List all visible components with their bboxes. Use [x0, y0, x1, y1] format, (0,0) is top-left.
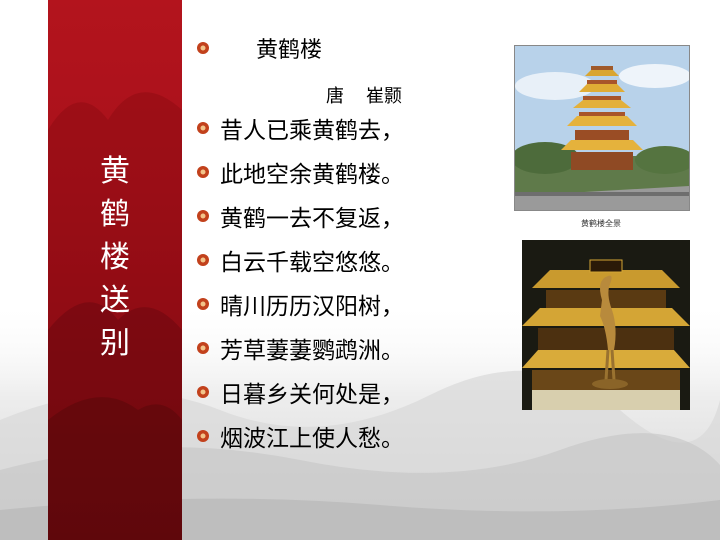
- photo-caption: 黄鹤楼全景: [581, 219, 621, 228]
- yellow-crane-tower-photo: [514, 45, 690, 211]
- vertical-title-char: 别: [100, 326, 130, 361]
- poem-author: 唐 崔颢: [326, 82, 402, 108]
- poem-line-text: 黄鹤一去不复返，: [220, 206, 404, 232]
- poem-line-text: 芳草萋萋鹦鹉洲。: [220, 338, 404, 364]
- poem-title-line: 黄鹤楼: [196, 30, 322, 66]
- flower-bullet-icon: [197, 166, 209, 178]
- vertical-title-char: 鹤: [100, 197, 130, 232]
- poem-line: 晴川历历汉阳树，: [196, 286, 404, 322]
- poem-line: 烟波江上使人愁。: [196, 418, 404, 454]
- poem-line-text: 昔人已乘黄鹤去，: [220, 118, 404, 144]
- red-band-mountain-art: [48, 92, 182, 540]
- poem-line-text: 此地空余黄鹤楼。: [220, 162, 404, 188]
- flower-bullet-icon: [197, 210, 209, 222]
- flower-bullet-icon: [197, 298, 209, 310]
- red-side-band: [48, 0, 182, 540]
- poem-line: 昔人已乘黄鹤去，: [196, 110, 404, 146]
- flower-bullet-icon: [197, 342, 209, 354]
- poem-line: 芳草萋萋鹦鹉洲。: [196, 330, 404, 366]
- vertical-title-char: 送: [100, 283, 130, 318]
- poem-line: 此地空余黄鹤楼。: [196, 154, 404, 190]
- tower-crane-illustration: [522, 240, 690, 410]
- poem-line-text: 烟波江上使人愁。: [220, 426, 404, 452]
- poem-line-text: 日暮乡关何处是，: [220, 382, 404, 408]
- poem-line: 白云千载空悠悠。: [196, 242, 404, 278]
- tower-day-illustration: [515, 46, 689, 210]
- flower-bullet-icon: [197, 42, 209, 54]
- vertical-title-char: 楼: [100, 240, 130, 275]
- poem-line-text: 晴川历历汉阳树，: [220, 294, 404, 320]
- flower-bullet-icon: [197, 122, 209, 134]
- poem-line: 黄鹤一去不复返，: [196, 198, 404, 234]
- vertical-title: 黄 鹤 楼 送 别: [48, 150, 182, 365]
- poem-line: 日暮乡关何处是，: [196, 374, 404, 410]
- vertical-title-char: 黄: [100, 154, 130, 189]
- flower-bullet-icon: [197, 386, 209, 398]
- flower-bullet-icon: [197, 254, 209, 266]
- poem-line-text: 白云千载空悠悠。: [220, 250, 404, 276]
- poem-dynasty: 唐: [326, 86, 344, 107]
- poem-author-name: 崔颢: [366, 86, 402, 107]
- flower-bullet-icon: [197, 430, 209, 442]
- yellow-crane-tower-crane-statue-photo: [522, 240, 690, 410]
- poem-title: 黄鹤楼: [256, 38, 323, 63]
